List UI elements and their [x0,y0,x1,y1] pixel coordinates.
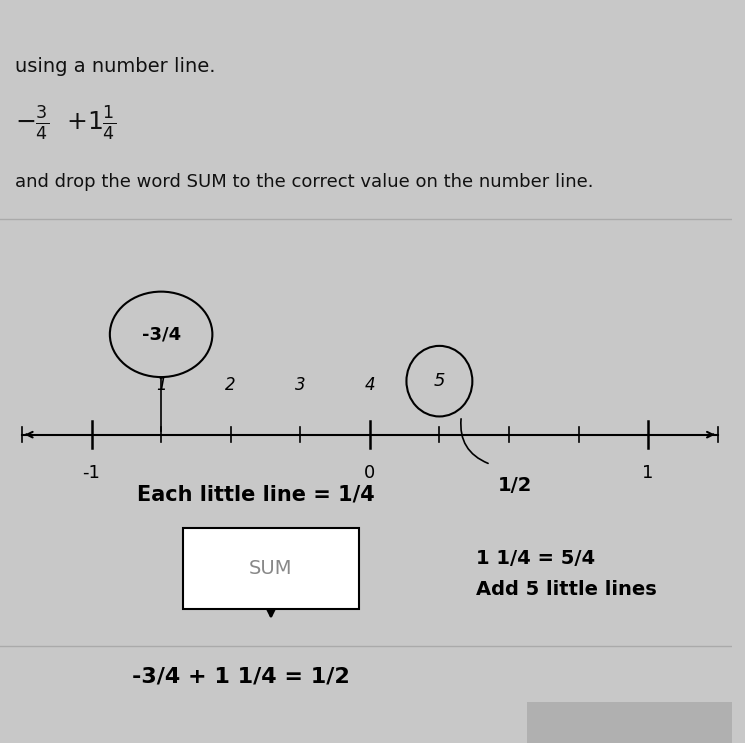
Text: -3/4: -3/4 [142,325,181,343]
Text: 5: 5 [434,372,446,390]
Text: -3/4 + 1 1/4 = 1/2: -3/4 + 1 1/4 = 1/2 [132,666,349,686]
FancyBboxPatch shape [527,702,732,743]
Text: $-\frac{3}{4}$  $+ 1\frac{1}{4}$: $-\frac{3}{4}$ $+ 1\frac{1}{4}$ [15,104,115,141]
Text: 2: 2 [691,714,701,732]
Text: using a number line.: using a number line. [15,57,215,77]
Text: SUM: SUM [250,559,293,578]
Text: Each little line = 1/4: Each little line = 1/4 [137,484,375,504]
Text: -1: -1 [83,464,101,482]
Text: ◄: ◄ [565,714,577,732]
Text: 4: 4 [364,376,375,394]
Ellipse shape [407,345,472,416]
FancyBboxPatch shape [183,528,359,609]
Ellipse shape [110,291,212,377]
Text: 1: 1 [642,464,654,482]
Text: 0: 0 [364,464,375,482]
Text: Add 5 little lines: Add 5 little lines [476,580,657,599]
Text: 2: 2 [226,376,236,394]
Text: 3: 3 [295,376,305,394]
Text: and drop the word SUM to the correct value on the number line.: and drop the word SUM to the correct val… [15,173,593,191]
Text: 1 1/4 = 5/4: 1 1/4 = 5/4 [476,549,595,568]
Text: 1: 1 [156,376,166,394]
Text: 1: 1 [639,714,650,732]
Text: 5: 5 [434,376,445,394]
Text: 1/2: 1/2 [498,476,533,495]
